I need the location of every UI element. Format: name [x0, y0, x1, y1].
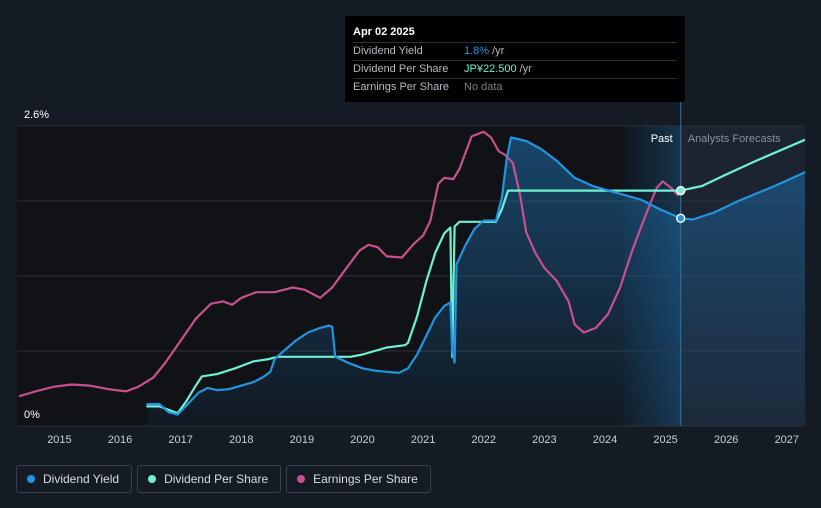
x-tick-label: 2020: [350, 434, 374, 446]
tooltip-row-label: Earnings Per Share: [353, 81, 449, 93]
legend-dot-icon: [27, 475, 35, 483]
dividend-yield-area-fill: [147, 137, 805, 426]
legend-item-dividend-yield[interactable]: Dividend Yield: [16, 465, 133, 493]
dividend-yield-line: [146, 136, 805, 416]
legend-item-dividend-per-share[interactable]: Dividend Per Share: [137, 465, 282, 493]
past-label: Past: [651, 133, 673, 145]
x-tick-label: 2018: [229, 434, 253, 446]
tooltip-row-dividend-per-share: Dividend Per Share JP¥22.500 /yr: [353, 60, 677, 78]
dividend-yield-area: [147, 137, 805, 426]
tooltip: Apr 02 2025 Dividend Yield 1.8% /yr Divi…: [345, 16, 685, 102]
legend-label: Dividend Per Share: [164, 472, 269, 486]
dividend-yield-marker: [675, 213, 686, 224]
x-tick-label: 2024: [593, 434, 617, 446]
tooltip-row-value: 1.8%: [464, 45, 490, 57]
tooltip-date: Apr 02 2025: [353, 26, 415, 38]
series-lines: [18, 130, 805, 416]
legend: Dividend Yield Dividend Per Share Earnin…: [16, 465, 431, 493]
legend-dot-icon: [148, 475, 157, 483]
x-tick-label: 2017: [168, 434, 192, 446]
dividend-per-share-marker: [675, 185, 686, 196]
x-tick-label: 2019: [290, 434, 314, 446]
x-tick-label: 2026: [714, 434, 738, 446]
x-tick-label: 2025: [653, 434, 677, 446]
x-tick-label: 2021: [411, 434, 435, 446]
y-axis-ticks: 0% 2.6%: [24, 109, 49, 421]
x-tick-label: 2023: [532, 434, 556, 446]
y-tick-label: 2.6%: [24, 109, 49, 121]
tooltip-row-label: Dividend Per Share: [353, 63, 449, 75]
x-tick-label: 2016: [108, 434, 132, 446]
dividend-per-share-line: [146, 138, 805, 415]
forecast-label: Analysts Forecasts: [688, 133, 781, 145]
tooltip-row-label: Dividend Yield: [353, 45, 423, 57]
hover-markers: [675, 185, 686, 224]
x-tick-label: 2022: [471, 434, 495, 446]
tooltip-row-unit: /yr: [519, 63, 532, 75]
legend-dot-icon: [297, 475, 306, 483]
tooltip-row-earnings-per-share: Earnings Per Share No data: [353, 78, 677, 96]
tooltip-row-unit: /yr: [492, 45, 505, 57]
earnings-per-share-line: [18, 130, 679, 398]
x-tick-label: 2015: [47, 434, 71, 446]
tooltip-row-value: JP¥22.500: [464, 63, 517, 75]
tooltip-row-dividend-yield: Dividend Yield 1.8% /yr: [353, 42, 677, 60]
legend-label: Earnings Per Share: [313, 472, 418, 486]
x-axis-ticks: 2015 2016 2017 2018 2019 2020 2021 2022 2023 2024…: [47, 434, 799, 446]
legend-label: Dividend Yield: [43, 472, 120, 486]
legend-item-earnings-per-share[interactable]: Earnings Per Share: [286, 465, 431, 493]
y-tick-label: 0%: [24, 409, 40, 421]
x-tick-label: 2027: [775, 434, 799, 446]
tooltip-row-value: No data: [464, 81, 503, 93]
